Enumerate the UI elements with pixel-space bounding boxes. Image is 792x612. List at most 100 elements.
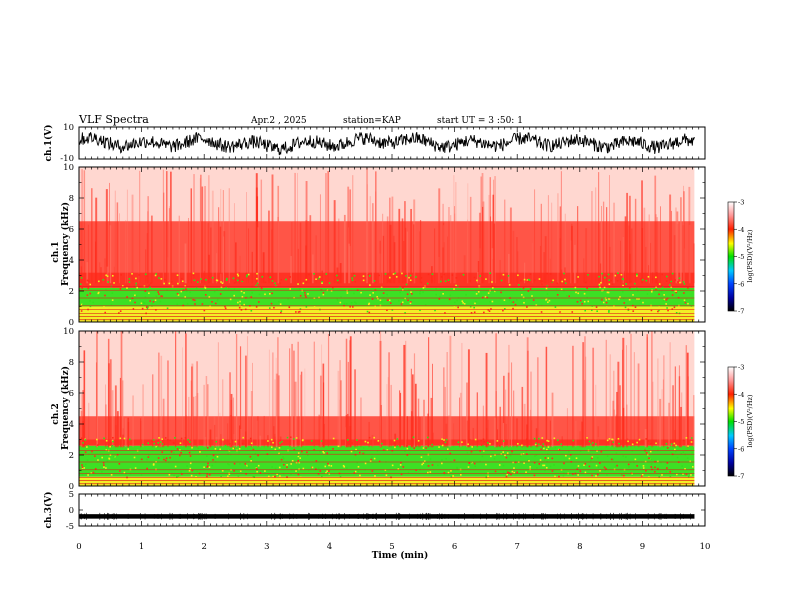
- noise-streak: [325, 173, 327, 284]
- speckle: [243, 303, 245, 306]
- noise-streak: [583, 258, 585, 284]
- speckle: [479, 460, 481, 463]
- speckle: [286, 436, 289, 439]
- noise-streak: [598, 222, 600, 284]
- speckle: [402, 466, 405, 468]
- speckle: [119, 470, 121, 472]
- y-tick-label: 4: [69, 256, 74, 266]
- speckle: [189, 291, 192, 294]
- speckle: [408, 448, 410, 451]
- speckle: [682, 439, 685, 442]
- speckle: [469, 280, 471, 282]
- noise-streak: [96, 331, 98, 448]
- speckle: [87, 280, 90, 283]
- noise-streak: [505, 423, 507, 448]
- noise-streak: [545, 346, 548, 448]
- speckle: [608, 279, 610, 281]
- speckle: [460, 474, 462, 476]
- speckle: [297, 454, 299, 456]
- noise-streak: [345, 338, 348, 448]
- noise-streak: [417, 398, 420, 448]
- speckle: [203, 466, 205, 468]
- speckle: [682, 309, 685, 312]
- noise-streak: [398, 208, 401, 284]
- speckle: [212, 459, 214, 461]
- speckle: [443, 439, 445, 441]
- noise-streak: [106, 266, 109, 284]
- speckle: [470, 450, 473, 453]
- speckle: [155, 445, 158, 448]
- noise-streak: [585, 228, 588, 284]
- speckle: [164, 459, 167, 462]
- speckle: [275, 284, 277, 287]
- speckle: [648, 447, 651, 450]
- noise-streak: [461, 342, 463, 448]
- noise-streak: [369, 196, 371, 284]
- speckle: [342, 464, 345, 467]
- speckle: [525, 450, 527, 452]
- speckle: [135, 277, 137, 280]
- speckle: [479, 275, 481, 277]
- speckle: [640, 475, 643, 477]
- speckle: [547, 446, 550, 448]
- speckle: [255, 468, 258, 470]
- speckle: [431, 443, 433, 446]
- noise-streak: [191, 363, 194, 448]
- speckle: [482, 438, 485, 441]
- speckle: [247, 466, 250, 468]
- noise-streak: [529, 409, 531, 448]
- speckle: [292, 438, 295, 440]
- noise-streak: [109, 225, 112, 284]
- speckle: [666, 307, 668, 309]
- speckle: [129, 298, 132, 300]
- speckle: [189, 467, 192, 470]
- speckle: [362, 275, 365, 277]
- speckle: [571, 311, 574, 313]
- speckle: [239, 470, 242, 472]
- speckle: [288, 306, 291, 309]
- speckle: [484, 295, 487, 298]
- noise-streak: [566, 408, 568, 448]
- speckle: [568, 450, 570, 453]
- speckle: [607, 291, 610, 294]
- noise-streak: [688, 186, 691, 284]
- speckle: [412, 436, 415, 439]
- speckle: [607, 440, 609, 443]
- speckle: [108, 458, 111, 460]
- noise-streak: [386, 216, 389, 284]
- speckle: [204, 294, 207, 296]
- speckle: [480, 439, 483, 442]
- speckle: [116, 453, 119, 456]
- speckle: [538, 463, 541, 465]
- speckle: [178, 447, 180, 449]
- noise-streak: [222, 379, 224, 448]
- speckle: [502, 464, 505, 467]
- speckle: [162, 456, 165, 459]
- speckle: [155, 273, 158, 275]
- speckle: [353, 472, 356, 474]
- speckle: [349, 305, 351, 308]
- noise-streak: [404, 201, 406, 284]
- speckle: [605, 299, 607, 301]
- speckle: [658, 290, 661, 293]
- speckle: [102, 454, 105, 457]
- noise-streak: [630, 333, 632, 448]
- noise-streak: [447, 236, 448, 284]
- speckle: [272, 475, 274, 478]
- speckle: [407, 307, 410, 309]
- noise-streak: [401, 218, 404, 284]
- noise-streak: [232, 397, 234, 448]
- speckle: [192, 272, 195, 275]
- speckle: [676, 473, 678, 476]
- speckle: [157, 442, 160, 444]
- speckle: [133, 456, 136, 459]
- noise-streak: [347, 186, 350, 284]
- speckle: [690, 437, 693, 439]
- speckle: [238, 447, 241, 450]
- y-tick-label: 10: [63, 163, 74, 173]
- x-tick-label: 3: [264, 542, 269, 552]
- speckle: [313, 306, 316, 308]
- speckle: [526, 279, 529, 281]
- speckle: [211, 276, 214, 279]
